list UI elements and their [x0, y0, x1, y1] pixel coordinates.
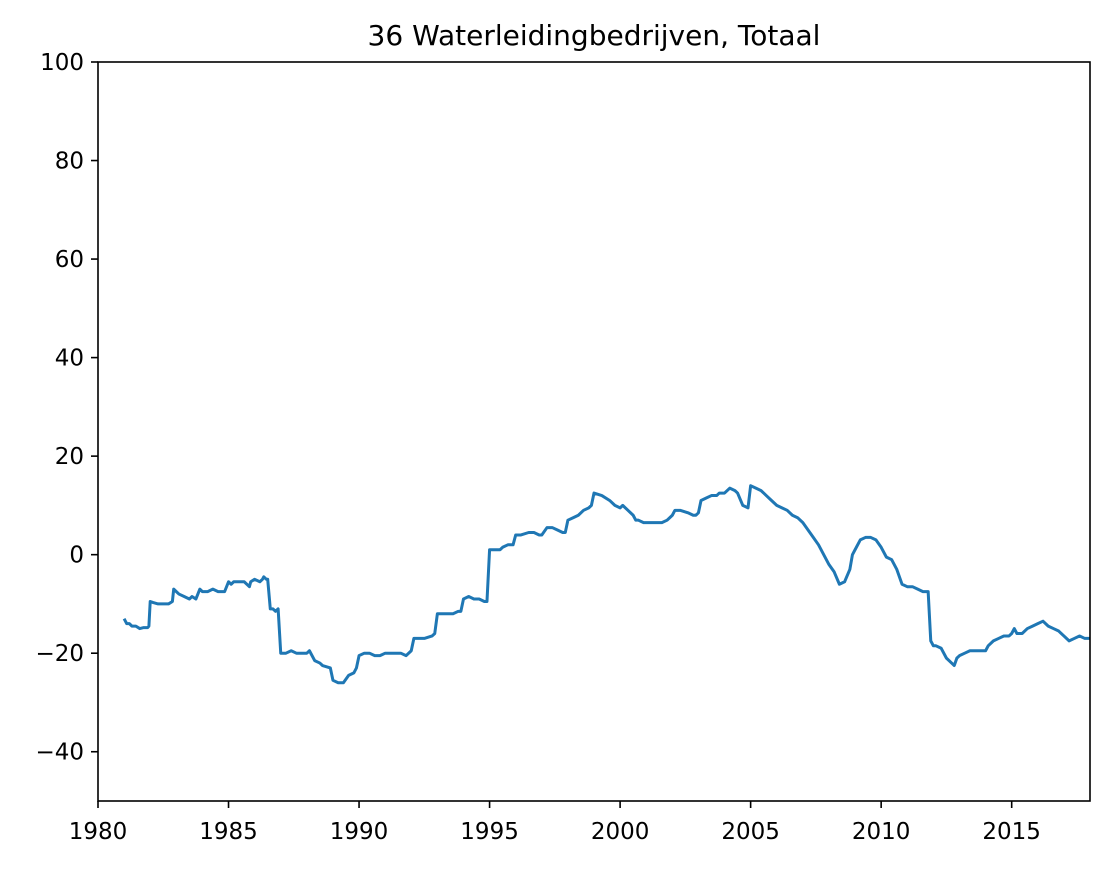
y-tick-label: 20: [55, 444, 84, 470]
x-tick-label: 1995: [460, 819, 519, 845]
x-tick-label: 2010: [852, 819, 911, 845]
y-tick-label: 0: [69, 543, 84, 569]
y-tick-label: −40: [35, 740, 84, 766]
chart-title: 36 Waterleidingbedrijven, Totaal: [368, 19, 821, 52]
x-tick-label: 1990: [330, 819, 389, 845]
x-tick-label: 2005: [721, 819, 780, 845]
x-tick-label: 2015: [982, 819, 1041, 845]
axes-frame: [97, 61, 1091, 802]
y-tick-label: 40: [55, 346, 84, 372]
y-tick-label: 80: [55, 149, 84, 175]
plot-area: [122, 484, 1090, 685]
y-axis-ticks: −40 −20 0 20 40 60 80 100: [35, 50, 98, 766]
x-tick-label: 1985: [199, 819, 258, 845]
x-axis-ticks: 1980 1985 1990 1995 2000 2005 2010 2015: [69, 801, 1041, 845]
y-tick-label: 100: [40, 50, 84, 76]
y-tick-label: 60: [55, 247, 84, 273]
series-line-0: [122, 484, 1090, 685]
x-tick-label: 1980: [69, 819, 128, 845]
x-tick-label: 2000: [591, 819, 650, 845]
y-tick-label: −20: [35, 641, 84, 667]
